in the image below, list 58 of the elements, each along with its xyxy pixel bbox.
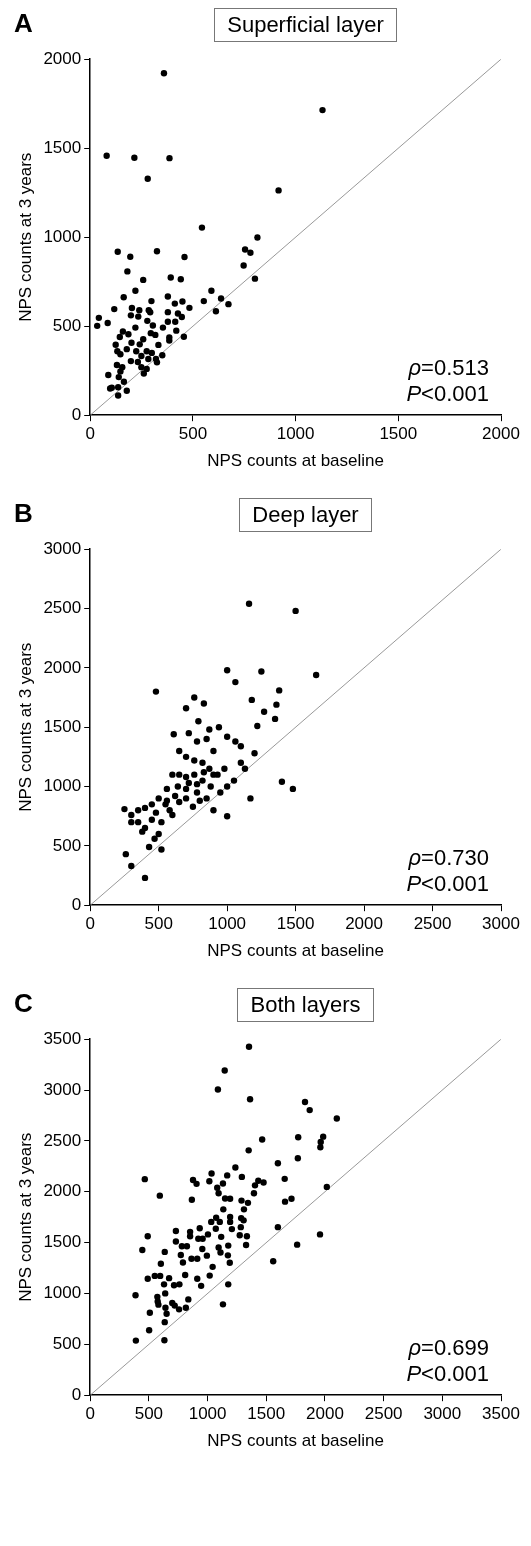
y-tick-label: 2500 xyxy=(43,598,82,618)
y-tick-label: 2000 xyxy=(43,657,82,677)
x-tick-label: 1500 xyxy=(247,1404,286,1424)
y-tick-label: 0 xyxy=(71,404,82,424)
x-tick-label: 1500 xyxy=(379,424,418,444)
y-tick-label: 2000 xyxy=(43,48,82,68)
y-tick-label: 1000 xyxy=(43,1283,82,1303)
x-tick-label: 3500 xyxy=(482,1404,520,1424)
annotation: P<0.001 xyxy=(406,381,489,407)
x-tick-label: 2500 xyxy=(364,1404,403,1424)
y-tick-label: 1500 xyxy=(43,137,82,157)
y-axis-title: NPS counts at 3 years xyxy=(15,152,35,322)
x-tick-label: 0 xyxy=(85,914,95,934)
x-tick-label: 2000 xyxy=(306,1404,344,1424)
y-tick-label: 2000 xyxy=(43,1181,82,1201)
x-tick-label: 1000 xyxy=(188,1404,227,1424)
x-tick-label: 3000 xyxy=(423,1404,462,1424)
x-axis-title: NPS counts at baseline xyxy=(207,1431,384,1451)
x-tick-label: 1500 xyxy=(276,914,315,934)
annotation: ρ=0.513 xyxy=(407,355,489,381)
y-tick-label: 3500 xyxy=(43,1028,82,1048)
y-tick-label: 500 xyxy=(52,835,82,855)
x-tick-label: 2000 xyxy=(345,914,383,934)
x-tick-label: 500 xyxy=(134,1404,164,1424)
annotation: ρ=0.699 xyxy=(407,1335,489,1361)
x-tick-label: 1000 xyxy=(208,914,247,934)
annotation: ρ=0.730 xyxy=(407,845,489,871)
x-axis-title: NPS counts at baseline xyxy=(207,451,384,471)
y-tick-label: 2500 xyxy=(43,1130,82,1150)
x-tick-label: 500 xyxy=(178,424,208,444)
x-tick-label: 2500 xyxy=(413,914,452,934)
text: B xyxy=(14,498,33,529)
y-tick-label: 3000 xyxy=(43,538,82,558)
text: A xyxy=(14,8,33,39)
text: C xyxy=(14,988,33,1019)
y-tick-label: 3000 xyxy=(43,1079,82,1099)
x-tick-label: 0 xyxy=(85,424,95,444)
annotation: P<0.001 xyxy=(406,1361,489,1387)
y-axis-title: NPS counts at 3 years xyxy=(15,1132,35,1302)
chart-title: Superficial layer xyxy=(214,8,397,42)
y-tick-label: 0 xyxy=(71,894,82,914)
y-axis-title: NPS counts at 3 years xyxy=(15,642,35,812)
chart-title: Both layers xyxy=(237,988,374,1022)
y-tick-label: 500 xyxy=(52,315,82,335)
y-tick-label: 1000 xyxy=(43,226,82,246)
y-tick-label: 1500 xyxy=(43,1232,82,1252)
y-tick-label: 1500 xyxy=(43,716,82,736)
y-tick-label: 500 xyxy=(52,1334,82,1354)
chart-title: Deep layer xyxy=(239,498,372,532)
annotation: P<0.001 xyxy=(406,871,489,897)
y-tick-label: 0 xyxy=(71,1384,82,1404)
x-tick-label: 0 xyxy=(85,1404,95,1424)
x-tick-label: 500 xyxy=(144,914,173,934)
x-tick-label: 3000 xyxy=(482,914,520,934)
x-tick-label: 2000 xyxy=(482,424,520,444)
x-axis-title: NPS counts at baseline xyxy=(207,941,384,961)
x-tick-label: 1000 xyxy=(276,424,315,444)
y-tick-label: 1000 xyxy=(43,776,82,796)
